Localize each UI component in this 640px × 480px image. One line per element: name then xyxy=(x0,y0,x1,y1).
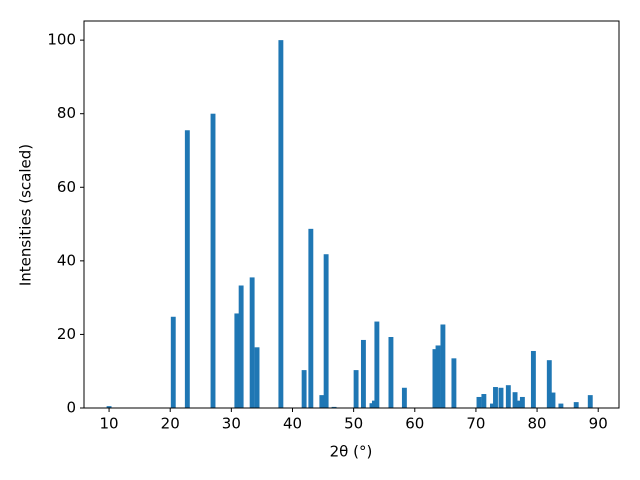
bar xyxy=(249,277,255,408)
y-tick-label: 0 xyxy=(66,399,76,417)
bar xyxy=(512,392,518,408)
x-tick-label: 50 xyxy=(344,415,363,433)
bar xyxy=(184,130,190,408)
bar xyxy=(476,396,482,408)
bar xyxy=(323,254,329,408)
bar xyxy=(550,392,556,408)
bar xyxy=(278,40,284,409)
x-tick-label: 90 xyxy=(589,415,608,433)
bar xyxy=(481,394,487,408)
bar xyxy=(505,385,511,408)
bar xyxy=(440,324,446,408)
bar xyxy=(432,349,438,408)
y-tick-label: 100 xyxy=(47,31,76,49)
bar xyxy=(558,403,564,408)
bar xyxy=(308,228,314,408)
x-tick-label: 30 xyxy=(222,415,241,433)
plot-frame xyxy=(83,20,620,409)
bar xyxy=(254,347,260,408)
bar xyxy=(573,402,579,408)
bar xyxy=(360,339,366,408)
y-tick-label: 80 xyxy=(57,104,76,122)
x-axis-label: 2θ (°) xyxy=(330,443,373,461)
bar xyxy=(515,400,521,408)
bar xyxy=(331,406,337,408)
y-axis-label: Intensities (scaled) xyxy=(17,144,35,286)
bar xyxy=(106,406,112,408)
bar xyxy=(374,321,380,408)
x-tick-label: 20 xyxy=(161,415,180,433)
bar xyxy=(498,387,504,408)
bar xyxy=(451,358,457,408)
bar xyxy=(489,403,495,408)
bar xyxy=(530,350,536,408)
bar xyxy=(493,387,498,408)
x-tick-label: 10 xyxy=(100,415,119,433)
x-tick-label: 70 xyxy=(466,415,485,433)
bar xyxy=(301,370,307,408)
x-tick-label: 40 xyxy=(283,415,302,433)
bar xyxy=(319,395,325,408)
y-tick-label: 60 xyxy=(57,178,76,196)
bar xyxy=(519,396,525,408)
x-tick-label: 60 xyxy=(405,415,424,433)
bar xyxy=(210,113,216,408)
bar xyxy=(238,285,244,408)
bar xyxy=(587,395,593,408)
bar xyxy=(234,313,240,408)
bar xyxy=(401,387,407,408)
bar xyxy=(353,370,359,408)
bar xyxy=(170,316,176,408)
y-tick-label: 20 xyxy=(57,325,76,343)
bar xyxy=(388,337,394,408)
bar xyxy=(546,360,552,408)
y-tick-label: 40 xyxy=(57,251,76,269)
bar xyxy=(435,345,441,408)
x-tick-label: 80 xyxy=(528,415,547,433)
